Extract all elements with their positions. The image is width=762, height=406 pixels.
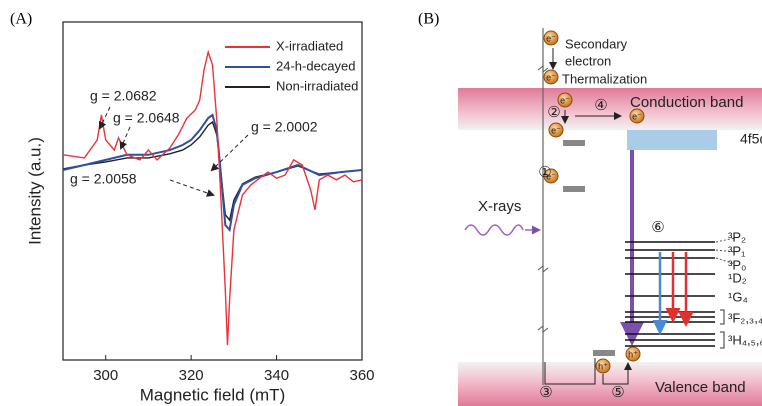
diagram-label: ② bbox=[547, 104, 560, 121]
diagram-label: ¹G₄ bbox=[728, 289, 748, 304]
diagram-label: ³P₁ bbox=[728, 243, 746, 258]
diagram-label: ¹D₂ bbox=[728, 270, 747, 285]
carrier-label: e⁻ bbox=[632, 111, 642, 121]
panel-label: (B) bbox=[418, 11, 439, 28]
carrier-label: e⁻ bbox=[551, 125, 561, 135]
trap bbox=[593, 350, 615, 356]
state-box bbox=[627, 130, 717, 150]
diagram-label: X-rays bbox=[478, 198, 521, 215]
annotation: g = 2.0058 bbox=[70, 171, 137, 187]
diagram-label: ⑤ bbox=[611, 384, 624, 401]
carrier-label: e⁻ bbox=[546, 72, 556, 82]
diagram-label: ³H₄,₅,₆ bbox=[728, 332, 762, 347]
legend-label: Non-irradiated bbox=[276, 78, 358, 93]
annotation: g = 2.0648 bbox=[113, 110, 180, 126]
y-axis-label: Intensity (a.u.) bbox=[25, 137, 44, 245]
annotation-arrow bbox=[170, 180, 213, 195]
legend-label: X-irradiated bbox=[276, 38, 343, 53]
diagram-label: Conduction band bbox=[630, 94, 743, 111]
legend-label: 24-h-decayed bbox=[276, 58, 356, 73]
carrier-label: h⁺ bbox=[598, 361, 608, 371]
carrier-label: e⁻ bbox=[560, 95, 570, 105]
x-tick-label: 320 bbox=[179, 367, 204, 384]
trap bbox=[563, 186, 585, 192]
carrier-label: h⁺ bbox=[628, 349, 638, 359]
x-axis-label: Magnetic field (mT) bbox=[140, 385, 285, 404]
x-tick-label: 340 bbox=[264, 367, 289, 384]
diagram-label: ³F₂,₃,₄ bbox=[728, 310, 762, 325]
annotation: g = 2.0002 bbox=[251, 119, 318, 135]
diagram-label: 4f5d bbox=[740, 131, 762, 147]
diagram-label: ① bbox=[538, 164, 551, 181]
diagram-label: Secondary bbox=[565, 36, 628, 51]
diagram-label: ⑥ bbox=[651, 219, 664, 236]
trap bbox=[563, 140, 585, 146]
diagram-label: Thermalization bbox=[562, 71, 647, 86]
x-tick-label: 360 bbox=[349, 367, 374, 384]
figure-canvas: (A) (B) e⁻e⁻e⁻e⁻e⁻e⁻h⁺h⁺ 300320340360Mag… bbox=[0, 0, 762, 406]
panel-label: (A) bbox=[10, 11, 32, 28]
carrier-label: e⁻ bbox=[546, 33, 556, 43]
diagram-label: ③ bbox=[539, 384, 552, 401]
x-tick-label: 300 bbox=[93, 367, 118, 384]
diagram-label: Valence band bbox=[655, 379, 746, 396]
bracket bbox=[720, 310, 724, 348]
xray-wave bbox=[465, 225, 523, 235]
diagram-label: electron bbox=[565, 53, 611, 68]
diagram-label: ④ bbox=[594, 97, 607, 114]
annotation: g = 2.0682 bbox=[90, 88, 157, 104]
diagram-label: ³P₂ bbox=[728, 229, 746, 244]
figure: (A) (B) e⁻e⁻e⁻e⁻e⁻e⁻h⁺h⁺ 300320340360Mag… bbox=[0, 0, 762, 406]
levels bbox=[625, 242, 715, 346]
